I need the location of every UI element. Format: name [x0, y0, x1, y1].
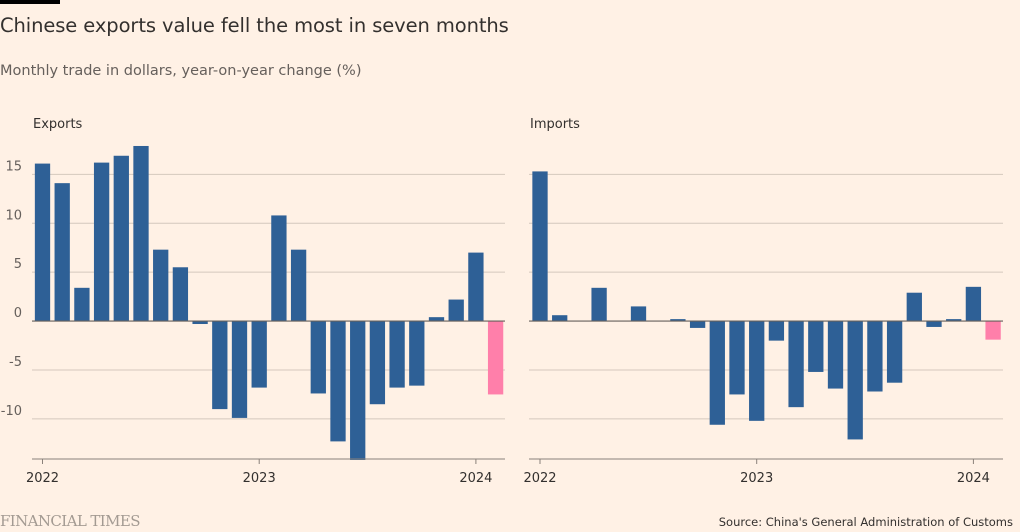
- imports-bar: [689, 321, 706, 328]
- imports-bar: [788, 321, 804, 408]
- exports-panel: 15 10 5 0 -5 -10 2022 2023 2024: [1, 145, 505, 486]
- imports-xtick-label: 2024: [957, 471, 990, 486]
- imports-bar: [591, 287, 607, 322]
- exports-bar: [172, 267, 189, 322]
- exports-bar: [448, 299, 464, 322]
- exports-bar: [212, 321, 228, 410]
- exports-bar: [310, 321, 326, 394]
- exports-bar: [231, 321, 248, 418]
- exports-bar: [350, 321, 366, 460]
- exports-bar: [74, 287, 90, 322]
- exports-bar: [271, 215, 287, 322]
- chart-subtitle: Monthly trade in dollars, year-on-year c…: [0, 63, 362, 79]
- ft-brand-bar: [0, 0, 60, 4]
- imports-bar: [532, 171, 548, 322]
- imports-xtick-label: 2022: [523, 471, 556, 486]
- exports-bar: [409, 321, 425, 386]
- imports-panel: 2022 2023 2024: [523, 171, 1003, 486]
- exports-bar: [251, 321, 267, 388]
- exports-ytick-label: 15: [5, 159, 22, 174]
- exports-bar: [153, 249, 169, 322]
- ft-logo-text: FINANCIAL TIMES: [0, 512, 141, 530]
- exports-ytick-label: 10: [5, 208, 22, 223]
- exports-bar: [468, 252, 484, 322]
- imports-bar: [808, 321, 824, 372]
- imports-bar: [670, 319, 686, 322]
- exports-ytick-label: -10: [1, 404, 22, 419]
- source-note: Source: China's General Administration o…: [718, 515, 1013, 529]
- imports-bar: [886, 321, 903, 383]
- exports-ytick-label: 5: [14, 257, 22, 272]
- imports-bar-highlight: [985, 321, 1001, 340]
- exports-bar: [330, 321, 346, 442]
- imports-bar: [906, 292, 922, 322]
- imports-bar: [847, 321, 863, 440]
- imports-bar: [630, 306, 647, 322]
- imports-bar: [729, 321, 745, 395]
- exports-bar-highlight: [487, 321, 504, 395]
- exports-bar: [428, 317, 445, 322]
- exports-bar: [54, 183, 70, 322]
- exports-panel-title: Exports: [33, 117, 83, 132]
- imports-bar: [768, 321, 785, 341]
- imports-panel-title: Imports: [530, 117, 580, 132]
- exports-bar: [369, 321, 386, 405]
- imports-bar: [867, 321, 883, 392]
- exports-xtick-label: 2023: [243, 471, 276, 486]
- imports-bar: [749, 321, 765, 421]
- exports-bar: [93, 162, 110, 322]
- chart-title: Chinese exports value fell the most in s…: [0, 14, 509, 37]
- exports-ytick-label: 0: [14, 306, 22, 321]
- exports-bar: [290, 249, 307, 322]
- imports-xtick-label: 2023: [740, 471, 773, 486]
- exports-ytick-label: -5: [9, 355, 22, 370]
- imports-bar: [552, 315, 568, 322]
- exports-bar: [34, 163, 51, 322]
- imports-bar: [926, 321, 942, 327]
- exports-bar: [113, 155, 129, 322]
- imports-bar: [965, 286, 982, 322]
- exports-xtick-label: 2024: [459, 471, 492, 486]
- imports-bar: [827, 321, 844, 389]
- imports-bar: [709, 321, 725, 425]
- imports-bar: [946, 319, 962, 322]
- exports-xtick-label: 2022: [26, 471, 59, 486]
- exports-bar: [389, 321, 405, 388]
- exports-bar: [192, 321, 208, 325]
- exports-bar: [133, 145, 149, 322]
